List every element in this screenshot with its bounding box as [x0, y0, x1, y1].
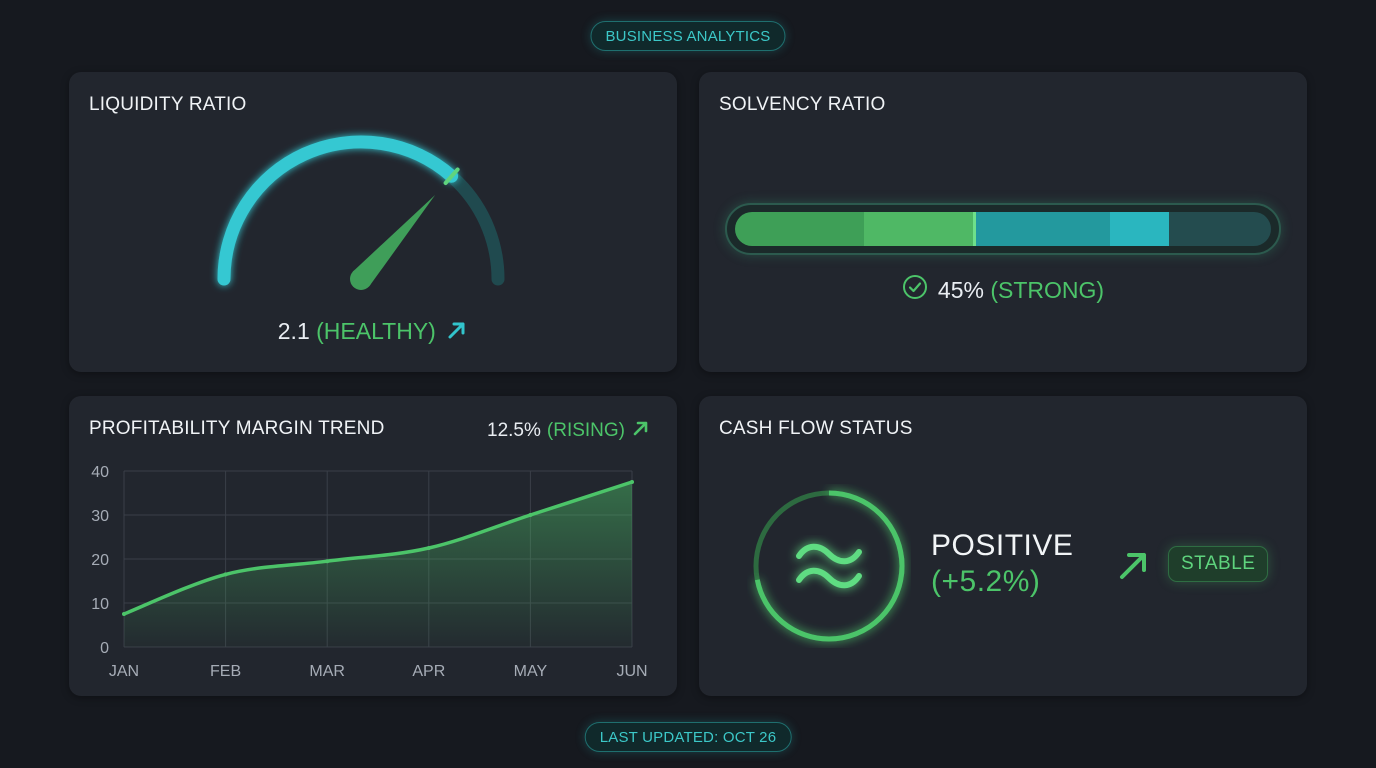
- gauge-marker: [443, 167, 460, 185]
- chart-point-apr: [426, 546, 431, 550]
- cash-flow-change: (+5.2%): [931, 565, 1041, 598]
- x-tick-label: FEB: [210, 663, 241, 680]
- cash-flow-status-badge: STABLE: [1168, 546, 1269, 582]
- solvency-segment-1: [735, 212, 864, 246]
- liquidity-card-title: LIQUIDITY RATIO: [89, 94, 247, 115]
- solvency-status: (STRONG): [990, 276, 1105, 303]
- solvency-value: 45%: [937, 276, 984, 303]
- y-tick-label: 30: [91, 508, 109, 525]
- y-tick-label: 20: [91, 552, 109, 569]
- solvency-ratio-card[interactable]: SOLVENCY RATIO 45% (STRONG): [699, 72, 1307, 372]
- y-tick-label: 40: [91, 464, 109, 481]
- x-tick-label: APR: [412, 663, 445, 680]
- chart-line: [122, 480, 634, 616]
- solvency-bar: [725, 203, 1281, 255]
- chart-point-may: [528, 513, 533, 517]
- x-tick-label: MAR: [309, 663, 345, 680]
- solvency-bar-segments: [735, 212, 1271, 246]
- x-tick-label: MAY: [514, 663, 548, 680]
- chart-labels: 0 10 20 30 40 JAN FEB MAR APR MAY JUN: [91, 464, 647, 680]
- gauge-fill: [217, 135, 459, 286]
- x-tick-label: JUN: [616, 663, 647, 680]
- liquidity-status: (HEALTHY): [316, 318, 436, 344]
- solvency-segment-5: [1169, 212, 1271, 246]
- wave-icon: [796, 543, 862, 589]
- cash-flow-state: POSITIVE: [931, 529, 1074, 562]
- solvency-segment-4: [1110, 212, 1170, 246]
- profitability-value: 12.5%: [487, 420, 541, 441]
- y-tick-label: 0: [100, 640, 109, 657]
- chart-point-jan: [122, 612, 126, 616]
- profitability-card-title: PROFITABILITY MARGIN TREND: [89, 418, 385, 439]
- x-tick-label: JAN: [109, 663, 139, 680]
- cash-flow-card-title: CASH FLOW STATUS: [719, 418, 913, 439]
- solvency-segment-3: [976, 212, 1111, 246]
- cash-flow-card[interactable]: CASH FLOW STATUS POSITIVE (+5.2%) STABLE: [699, 396, 1307, 696]
- gauge-needle: [352, 195, 436, 287]
- profitability-status: (RISING): [546, 420, 625, 441]
- chart-point-feb: [223, 572, 228, 577]
- solvency-card-title: SOLVENCY RATIO: [719, 94, 886, 115]
- liquidity-value: 2.1: [277, 318, 310, 344]
- profitability-trend-card[interactable]: PROFITABILITY MARGIN TREND 12.5% (RISING…: [69, 396, 677, 696]
- y-tick-label: 10: [91, 596, 109, 613]
- dashboard-title-badge: BUSINESS ANALYTICS: [590, 21, 786, 51]
- cash-flow-readout: POSITIVE (+5.2%): [931, 528, 1073, 600]
- solvency-segment-2: [863, 212, 977, 246]
- gauge-needle-hub: [350, 268, 372, 290]
- arrow-up-right-icon: [631, 418, 651, 444]
- last-updated-badge: LAST UPDATED: OCT 26: [584, 722, 792, 752]
- solvency-readout: 45% (STRONG): [699, 274, 1307, 306]
- gauge-track: [217, 135, 505, 286]
- chart-area: [124, 482, 632, 647]
- liquidity-readout: 2.1 (HEALTHY): [69, 318, 677, 347]
- chart-marks: [122, 480, 634, 616]
- arrow-up-right-icon: [446, 319, 468, 347]
- cash-flow-ring: [753, 490, 905, 642]
- arrow-up-right-icon: [1117, 548, 1151, 587]
- liquidity-ratio-card[interactable]: LIQUIDITY RATIO 2.1 (HEALTHY): [69, 72, 677, 372]
- profitability-chart: 0 10 20 30 40 JAN FEB MAR APR MAY JUN: [91, 464, 647, 680]
- chart-point-jun: [630, 480, 634, 484]
- check-circle-icon: [902, 274, 928, 306]
- chart-point-mar: [325, 559, 330, 564]
- profitability-summary: 12.5% (RISING): [487, 418, 651, 444]
- liquidity-gauge: [217, 135, 505, 290]
